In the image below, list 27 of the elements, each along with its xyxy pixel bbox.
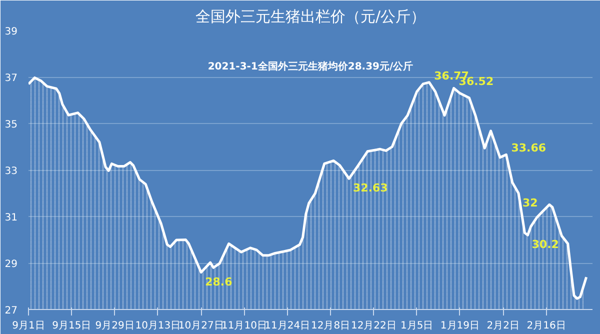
x-tick-label: 9月15日 <box>52 320 92 332</box>
x-tick-label: 1月19日 <box>440 320 480 332</box>
x-tick-label: 1月5日 <box>400 320 434 332</box>
y-tick-label: 29 <box>4 259 18 270</box>
annotation: 2021-3-1全国外三元生猪均价28.39元/公斤 <box>208 60 414 72</box>
x-tick-label: 11月24日 <box>264 320 310 332</box>
x-tick-label: 11月10日 <box>222 320 267 332</box>
x-tick-label: 9月1日 <box>12 320 45 332</box>
x-tick-label: 2月16日 <box>526 320 566 332</box>
x-tick-label: 10月13日 <box>135 320 181 332</box>
annotation: 30.2 <box>532 238 559 252</box>
x-tick-label: 10月27日 <box>178 320 224 332</box>
y-tick-label: 27 <box>4 306 18 316</box>
x-tick-label: 12月22日 <box>350 320 396 332</box>
annotation: 32 <box>522 196 538 210</box>
y-tick-label: 37 <box>4 73 18 84</box>
chart-title: 全国外三元生猪出栏价（元/公斤） <box>195 8 426 26</box>
y-tick-label: 31 <box>4 212 18 224</box>
x-tick-label: 2月2日 <box>486 320 520 332</box>
annotation: 33.66 <box>511 142 546 155</box>
annotation: 28.6 <box>205 275 233 288</box>
annotation: 32.63 <box>353 182 388 195</box>
y-tick-label: 39 <box>4 26 18 38</box>
x-tick-label: 12月8日 <box>310 320 350 332</box>
y-tick-label: 35 <box>4 120 18 130</box>
y-tick-label: 33 <box>4 166 18 177</box>
x-tick-label: 9月29日 <box>95 320 134 332</box>
